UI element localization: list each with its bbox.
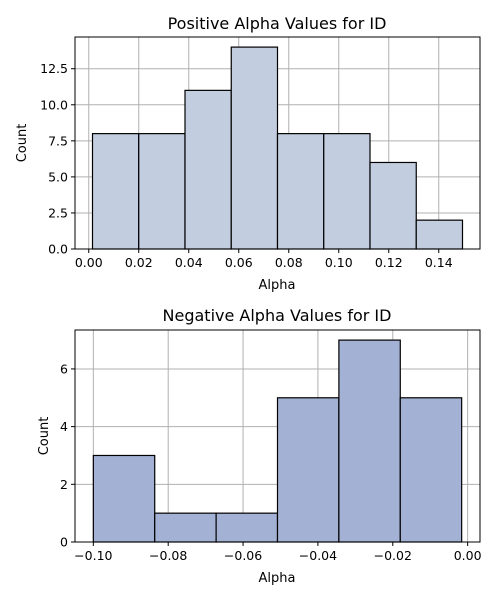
x-ticks: 0.00 0.02 0.04 0.06 0.08 0.10 0.12 0.14 <box>75 249 453 270</box>
histogram-bar <box>184 89 232 250</box>
y-tick-label: 10.0 <box>40 97 68 112</box>
y-tick-label: 12.5 <box>40 61 68 76</box>
histogram-bar <box>215 512 279 543</box>
x-tick-label: −0.10 <box>74 548 112 563</box>
histogram-bar <box>276 397 340 543</box>
x-tick-label: 0.00 <box>75 255 103 270</box>
positive-alpha-histogram: Positive Alpha Values for ID Alpha Count… <box>15 14 481 293</box>
histogram-bar <box>138 133 186 250</box>
negative-alpha-histogram: Negative Alpha Values for ID Alpha Count… <box>37 306 482 586</box>
x-tick-label: 0.14 <box>425 255 453 270</box>
axes-frame <box>74 36 481 250</box>
x-tick-label: 0.04 <box>175 255 203 270</box>
chart-title: Positive Alpha Values for ID <box>168 14 387 33</box>
bars <box>91 46 464 250</box>
x-ticks: −0.10 −0.08 −0.06 −0.04 −0.02 0.00 <box>74 542 482 563</box>
histogram-bar <box>338 339 401 543</box>
y-axis-label: Count <box>15 124 30 163</box>
histogram-bar <box>276 133 325 250</box>
x-tick-label: −0.06 <box>224 548 262 563</box>
x-tick-label: −0.08 <box>149 548 187 563</box>
x-axis-label: Alpha <box>259 571 296 586</box>
histogram-bar <box>154 512 217 543</box>
histogram-bar <box>415 219 464 250</box>
y-tick-label: 5.0 <box>48 169 68 184</box>
y-ticks: 0.0 2.5 5.0 7.5 10.0 12.5 <box>40 61 75 257</box>
y-axis-label: Count <box>37 417 52 456</box>
y-tick-label: 4 <box>60 419 68 434</box>
histogram-bar <box>399 397 463 543</box>
histogram-bar <box>323 133 371 250</box>
x-tick-label: 0.06 <box>225 255 253 270</box>
histogram-bar <box>91 133 140 250</box>
axes-frame <box>74 329 481 543</box>
x-tick-label: 0.10 <box>325 255 353 270</box>
x-tick-label: 0.12 <box>375 255 403 270</box>
x-axis-label: Alpha <box>259 278 296 293</box>
y-tick-label: 2 <box>60 477 68 492</box>
y-tick-label: 2.5 <box>48 205 68 220</box>
y-tick-label: 7.5 <box>48 133 68 148</box>
x-tick-label: 0.00 <box>454 548 482 563</box>
histogram-bar <box>230 46 279 250</box>
x-tick-label: 0.02 <box>125 255 153 270</box>
x-tick-label: −0.02 <box>374 548 412 563</box>
histogram-bar <box>369 161 417 250</box>
y-ticks: 0 2 4 6 <box>60 361 75 550</box>
y-tick-label: 0.0 <box>48 242 68 257</box>
x-tick-label: 0.08 <box>275 255 303 270</box>
y-tick-label: 6 <box>60 361 68 376</box>
chart-title: Negative Alpha Values for ID <box>163 306 392 325</box>
histogram-bar <box>92 454 156 543</box>
x-tick-label: −0.04 <box>299 548 337 563</box>
y-tick-label: 0 <box>60 535 68 550</box>
bars <box>92 339 463 543</box>
